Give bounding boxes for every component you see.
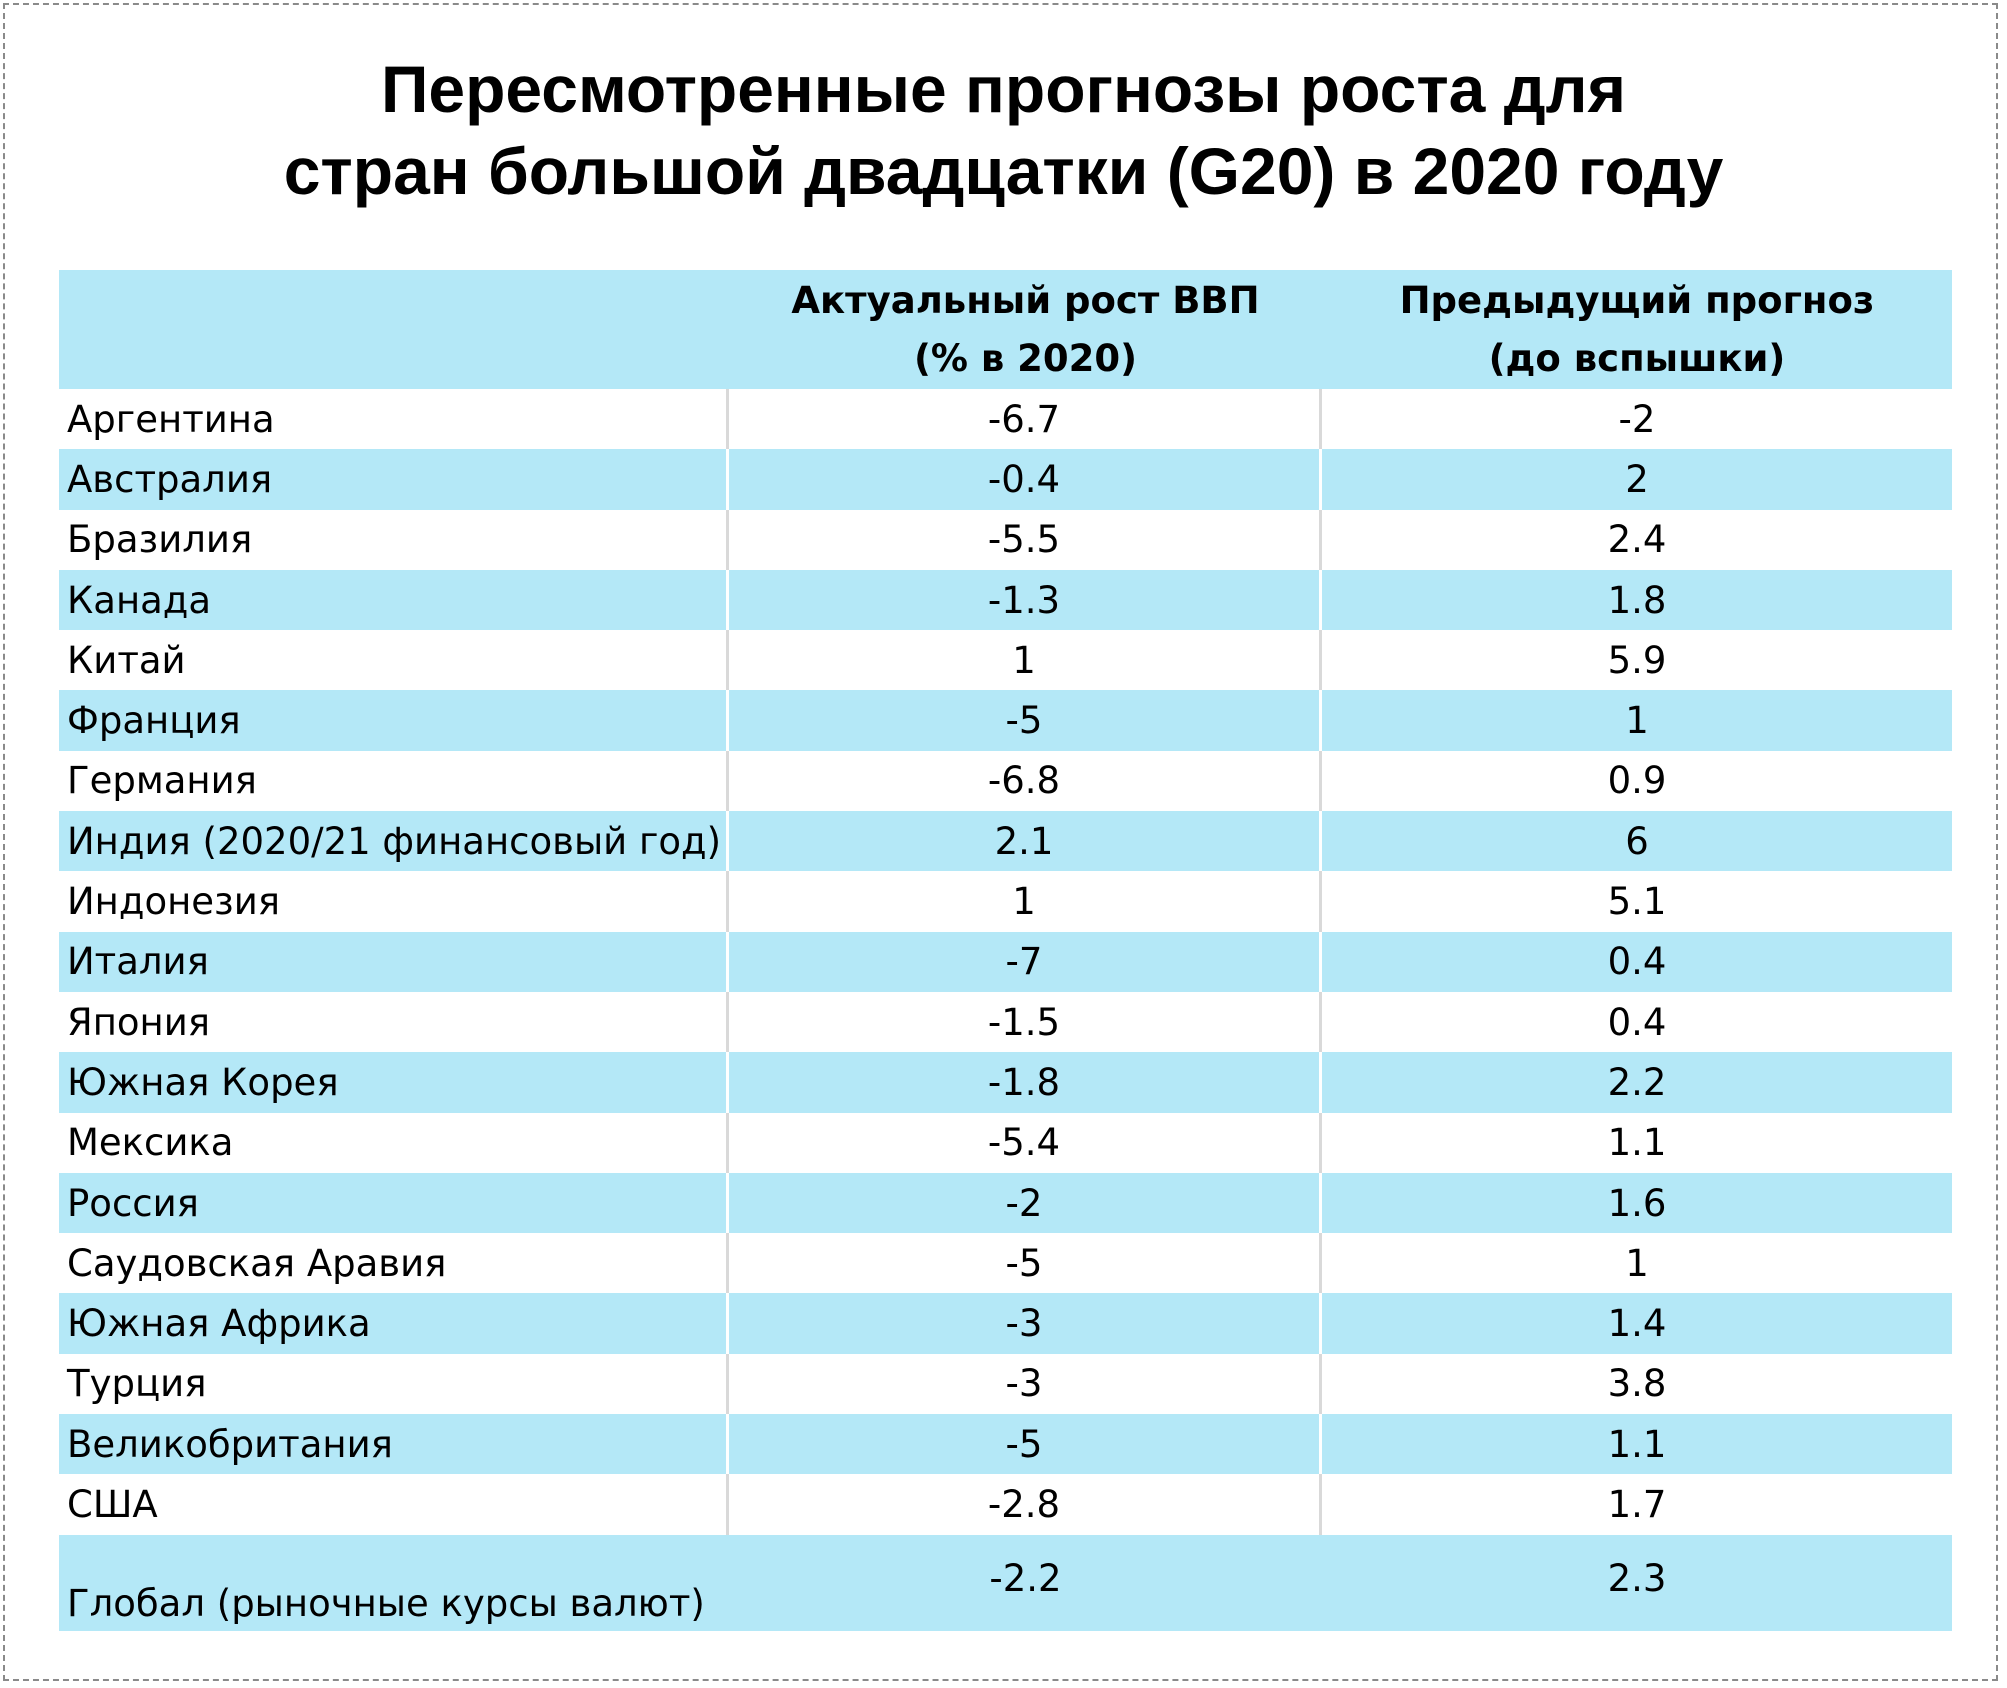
cell-country: Россия [59, 1172, 729, 1234]
table-row: Глобал (рыночные курсы валют) -2.2 2.3 [59, 1534, 1952, 1631]
title-line-1: Пересмотренные прогнозы роста для [380, 52, 1627, 126]
table-row: Франция -5 1 [59, 690, 1952, 751]
table-row: Южная Корея -1.8 2.2 [59, 1052, 1952, 1113]
table-row: США -2.8 1.7 [59, 1474, 1952, 1535]
cell-actual: -7 [729, 931, 1322, 992]
table-row: Турция -3 3.8 [59, 1353, 1952, 1415]
table-row: Индия (2020/21 финансовый год) 2.1 6 [59, 811, 1952, 872]
cell-country: Южная Корея [59, 1052, 729, 1113]
cell-previous: 2.2 [1607, 1060, 1667, 1104]
header-previous-forecast: Предыдущий прогноз (до вспышки) [1322, 270, 1952, 389]
cell-country: Австралия [59, 449, 729, 510]
header-actual-line-2: (% в 2020) [913, 336, 1138, 380]
cell-previous: 0.4 [1607, 940, 1667, 984]
cell-actual: -2.2 [989, 1556, 1062, 1600]
dashed-frame [3, 3, 1998, 1681]
table-row: Мексика -5.4 1.1 [59, 1112, 1952, 1173]
header-actual-growth: Актуальный рост ВВП (% в 2020) [729, 270, 1322, 389]
growth-table: Актуальный рост ВВП (% в 2020) Предыдущи… [59, 270, 1952, 1631]
cell-previous: 3.8 [1607, 1362, 1667, 1406]
cell-actual: 1 [729, 871, 1322, 932]
header-country [59, 270, 729, 389]
cell-country: Индия (2020/21 финансовый год) [59, 811, 729, 872]
cell-previous: 5.1 [1607, 880, 1667, 924]
cell-country: Саудовская Аравия [59, 1233, 729, 1294]
cell-country: Глобал (рыночные курсы валют) [67, 1581, 705, 1625]
cell-actual: -0.4 [729, 449, 1322, 510]
cell-actual: -5 [729, 1414, 1322, 1475]
cell-actual: -2.8 [729, 1474, 1322, 1535]
cell-actual: -3 [729, 1293, 1322, 1354]
cell-actual: -1.8 [729, 1052, 1322, 1113]
cell-actual: -1.3 [729, 569, 1322, 631]
cell-actual: 1 [729, 630, 1322, 691]
cell-actual: -5.4 [729, 1112, 1322, 1173]
cell-actual: -6.7 [729, 389, 1322, 450]
cell-country: Великобритания [59, 1414, 729, 1475]
cell-country: Франция [59, 690, 729, 751]
table-title: Пересмотренные прогнозы роста для стран … [0, 48, 2007, 212]
table-row: Япония -1.5 0.4 [59, 991, 1952, 1053]
cell-country: Китай [59, 630, 729, 691]
cell-actual: -2 [729, 1172, 1322, 1234]
table-row: Канада -1.3 1.8 [59, 569, 1952, 631]
cell-country: Италия [59, 931, 729, 992]
cell-country: Турция [59, 1353, 729, 1415]
cell-country: Мексика [59, 1112, 729, 1173]
cell-actual: -1.5 [729, 991, 1322, 1053]
cell-previous: 6 [1625, 819, 1649, 863]
cell-previous: 1.4 [1607, 1302, 1667, 1346]
table-row: Китай 1 5.9 [59, 630, 1952, 691]
cell-country: Германия [59, 750, 729, 812]
cell-previous: 2.4 [1607, 518, 1667, 562]
cell-country: Аргентина [59, 389, 729, 450]
cell-country: Индонезия [59, 871, 729, 932]
table-row: Австралия -0.4 2 [59, 449, 1952, 510]
header-actual-line-1: Актуальный рост ВВП [791, 278, 1260, 322]
cell-previous: 2.3 [1607, 1556, 1667, 1600]
cell-previous: 1.6 [1607, 1181, 1667, 1225]
table-row: Германия -6.8 0.9 [59, 750, 1952, 812]
table-row: Саудовская Аравия -5 1 [59, 1233, 1952, 1294]
cell-previous: 1.1 [1607, 1121, 1667, 1165]
cell-country: Бразилия [59, 509, 729, 570]
table-row: Россия -2 1.6 [59, 1172, 1952, 1234]
cell-previous: 2 [1625, 457, 1649, 501]
cell-previous: 1.1 [1607, 1422, 1667, 1466]
cell-previous: 1 [1625, 699, 1649, 743]
cell-previous: 1.7 [1607, 1482, 1667, 1526]
cell-previous: 5.9 [1607, 638, 1667, 682]
table-row: Аргентина -6.7 -2 [59, 389, 1952, 450]
header-previous-line-2: (до вспышки) [1488, 336, 1786, 380]
cell-country: Южная Африка [59, 1293, 729, 1354]
table-row: Великобритания -5 1.1 [59, 1414, 1952, 1475]
cell-actual: -3 [729, 1353, 1322, 1415]
cell-actual: -6.8 [729, 750, 1322, 812]
table-body: Аргентина -6.7 -2 Австралия -0.4 2 Бразилия -5.… [59, 389, 1952, 1631]
header-previous-line-1: Предыдущий прогноз [1399, 278, 1875, 322]
cell-previous: 1.8 [1607, 578, 1667, 622]
title-line-2: стран большой двадцатки (G20) в 2020 год… [283, 134, 1724, 208]
table-row: Индонезия 1 5.1 [59, 871, 1952, 932]
table-header: Актуальный рост ВВП (% в 2020) Предыдущи… [59, 270, 1952, 389]
cell-country: США [59, 1474, 729, 1535]
cell-actual: -5 [729, 690, 1322, 751]
cell-actual: -5 [729, 1233, 1322, 1294]
cell-country: Канада [59, 569, 729, 631]
cell-actual: -5.5 [729, 509, 1322, 570]
cell-previous: 0.4 [1607, 1000, 1667, 1044]
cell-actual: 2.1 [729, 811, 1322, 872]
cell-previous: 0.9 [1607, 759, 1667, 803]
table-row: Италия -7 0.4 [59, 931, 1952, 992]
cell-previous: -2 [1618, 397, 1656, 441]
cell-country: Япония [59, 991, 729, 1053]
table-row: Южная Африка -3 1.4 [59, 1293, 1952, 1354]
table-row: Бразилия -5.5 2.4 [59, 509, 1952, 570]
cell-previous: 1 [1625, 1241, 1649, 1285]
